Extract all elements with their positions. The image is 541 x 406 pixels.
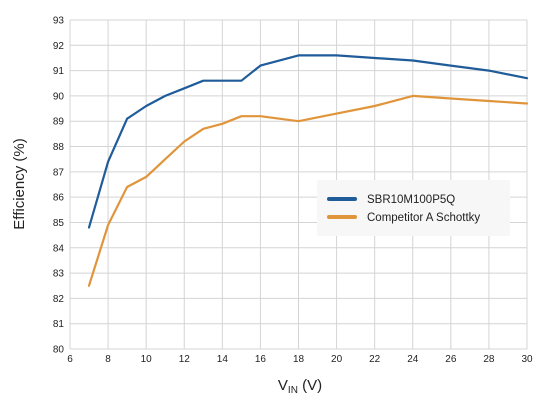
legend-swatch-sbr10m100p5q [327, 197, 357, 201]
legend-box [317, 180, 510, 236]
x-tick-label: 18 [293, 354, 305, 365]
y-axis-title: Efficiency (%) [11, 138, 28, 229]
y-tick-label: 93 [53, 16, 65, 27]
x-tick-label: 24 [407, 354, 419, 365]
y-tick-label: 87 [53, 167, 65, 178]
x-tick-label: 10 [141, 354, 153, 365]
x-tick-label: 6 [67, 354, 73, 365]
x-tick-label: 20 [331, 354, 343, 365]
x-axis-title-main: V [278, 377, 288, 394]
x-tick-label: 28 [483, 354, 495, 365]
y-tick-label: 84 [53, 243, 65, 254]
x-tick-label: 8 [105, 354, 111, 365]
x-axis-title-unit: (V) [298, 377, 322, 394]
y-tick-label: 81 [53, 319, 65, 330]
y-tick-label: 82 [53, 294, 65, 305]
y-tick-label: 85 [53, 218, 65, 229]
x-tick-label: 12 [179, 354, 191, 365]
x-tick-labels: 6 8 10 12 14 16 18 20 22 24 26 28 30 [67, 354, 533, 365]
x-axis-title-subscript: IN [288, 385, 298, 396]
y-tick-label: 90 [53, 91, 65, 102]
y-tick-label: 80 [53, 345, 65, 356]
y-tick-label: 92 [53, 41, 65, 52]
legend: SBR10M100P5Q Competitor A Schottky [317, 180, 510, 236]
legend-label-sbr10m100p5q: SBR10M100P5Q [367, 194, 455, 206]
y-tick-label: 91 [53, 66, 65, 77]
series-lines [87, 54, 529, 287]
x-tick-label: 22 [369, 354, 381, 365]
y-tick-labels: 80 81 82 83 84 85 86 87 88 89 90 91 92 93 [53, 16, 65, 356]
series-line-competitor-a-schottky [87, 94, 529, 287]
legend-swatch-competitor-a-schottky [327, 215, 357, 219]
x-tick-label: 16 [255, 354, 267, 365]
y-tick-label: 86 [53, 193, 65, 204]
y-tick-label: 83 [53, 269, 65, 280]
legend-label-competitor-a-schottky: Competitor A Schottky [367, 212, 480, 224]
y-tick-label: 89 [53, 117, 65, 128]
x-tick-label: 14 [217, 354, 229, 365]
y-tick-label: 88 [53, 142, 65, 153]
series-line-sbr10m100p5q [87, 54, 529, 229]
x-axis-title: VIN (V) [278, 377, 322, 396]
x-tick-label: 30 [521, 354, 533, 365]
x-tick-label: 26 [445, 354, 457, 365]
